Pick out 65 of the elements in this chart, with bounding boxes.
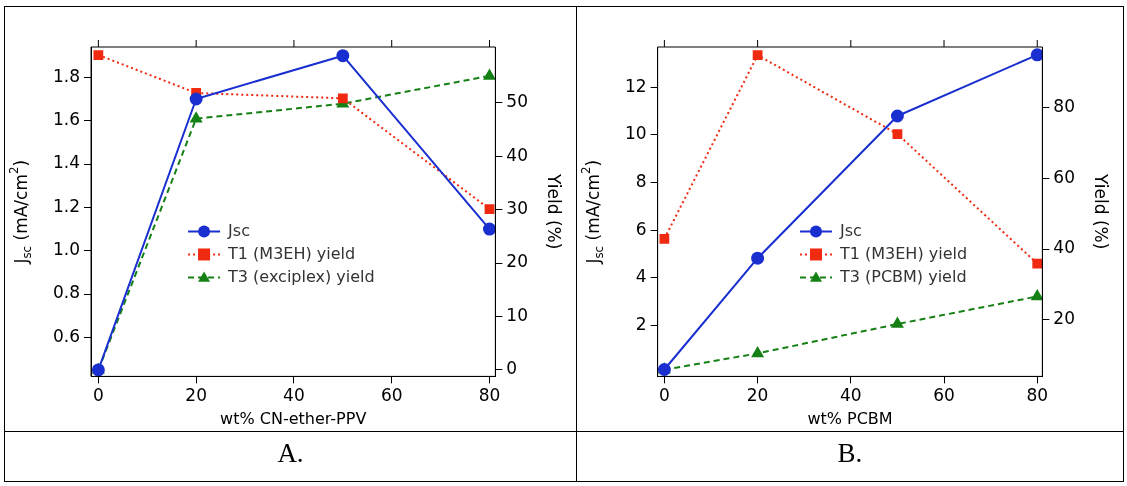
point	[751, 346, 764, 358]
point	[752, 50, 763, 61]
y-tick-label: 0.8	[52, 282, 81, 303]
x-tick-label: 0	[92, 385, 104, 406]
legend-label: T3 (exciplex) yield	[227, 266, 375, 286]
y2-tick-label: 0	[506, 358, 518, 379]
point	[93, 50, 104, 60]
x-tick-label: 40	[840, 385, 862, 406]
y-tick-label: 2	[635, 313, 647, 334]
y2-tick-label: 80	[1053, 95, 1076, 116]
y2-axis-title: Yield (%)	[543, 173, 564, 250]
y2-tick-label: 40	[506, 144, 529, 165]
y-tick-label: 6	[635, 218, 647, 239]
y-tick-label: 12	[624, 75, 647, 96]
y-tick-label: 8	[635, 170, 647, 191]
y2-axis-title: Yield (%)	[1090, 173, 1111, 250]
point	[483, 222, 496, 236]
legend-label: Jsc	[227, 220, 250, 240]
y-tick-label: 1.0	[52, 239, 81, 260]
x-tick-label: 20	[185, 385, 207, 406]
y2-tick-label: 30	[506, 197, 529, 218]
point	[890, 109, 904, 123]
x-tick-label: 0	[658, 385, 670, 406]
point	[891, 317, 904, 328]
text: A.	[277, 438, 304, 468]
y2-tick-label: 20	[1053, 308, 1076, 329]
x-axis-title: wt% PCBM	[807, 408, 893, 428]
y-tick-label: 0.6	[52, 325, 81, 346]
y2-tick-label: 40	[1053, 237, 1076, 258]
y-tick-label: 4	[635, 266, 647, 287]
text: B.	[837, 438, 863, 468]
y-tick-label: 1.2	[52, 195, 81, 216]
x-tick-label: 20	[746, 385, 769, 406]
y-axis-title: Jsc (mA/cm2)	[579, 159, 607, 265]
point	[336, 49, 350, 63]
point	[190, 112, 202, 123]
y-tick-label: 1.6	[52, 109, 81, 130]
x-axis-title: wt% CN-ether-PPV	[220, 408, 367, 428]
x-tick-label: 80	[478, 385, 501, 406]
y-tick-label: 1.8	[52, 65, 81, 86]
point	[751, 251, 765, 265]
point	[337, 93, 348, 104]
point	[1030, 48, 1043, 62]
point	[484, 204, 495, 214]
y2-tick-label: 50	[506, 91, 529, 112]
point	[659, 233, 670, 244]
legend-label: Jsc	[838, 220, 862, 240]
y-tick-label: 1.4	[52, 152, 81, 173]
point	[483, 69, 496, 80]
y-axis-title: Jsc (mA/cm2)	[7, 159, 35, 265]
legend-label: T3 (PCBM) yield	[838, 266, 967, 286]
x-tick-label: 60	[380, 385, 403, 406]
legend-label: T1 (M3EH) yield	[227, 243, 356, 263]
x-tick-label: 60	[933, 385, 955, 406]
y2-tick-label: 10	[506, 304, 529, 325]
point	[1032, 258, 1043, 269]
y2-tick-label: 20	[506, 251, 529, 272]
point	[189, 92, 203, 106]
y2-tick-label: 60	[1053, 166, 1076, 187]
x-tick-label: 80	[1026, 385, 1049, 406]
point	[892, 129, 903, 139]
x-tick-label: 40	[283, 385, 305, 406]
point	[1031, 289, 1043, 301]
y-tick-label: 10	[624, 123, 647, 144]
legend-label: T1 (M3EH) yield	[838, 243, 968, 263]
